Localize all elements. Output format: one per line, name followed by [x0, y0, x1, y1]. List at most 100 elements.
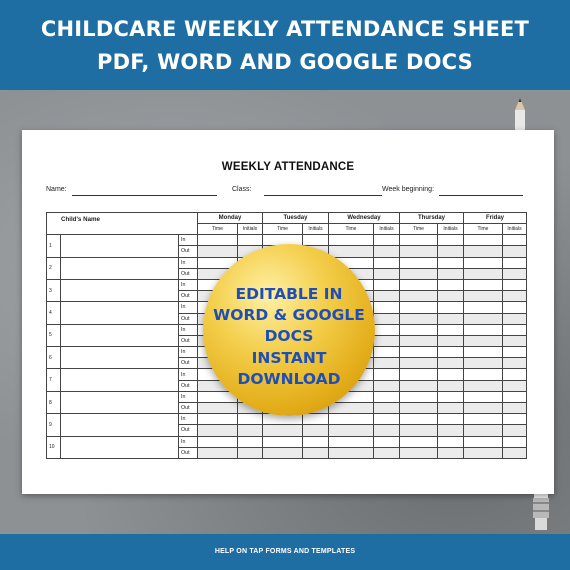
- attendance-cell[interactable]: [437, 368, 464, 381]
- child-name-cell[interactable]: [60, 390, 179, 415]
- attendance-cell[interactable]: [328, 401, 374, 415]
- attendance-cell[interactable]: [502, 312, 527, 325]
- attendance-cell[interactable]: [502, 401, 527, 415]
- child-name-cell[interactable]: [60, 346, 179, 370]
- attendance-cell[interactable]: [302, 413, 329, 426]
- attendance-cell[interactable]: [373, 323, 400, 336]
- attendance-cell[interactable]: [197, 446, 238, 459]
- attendance-cell[interactable]: [437, 290, 464, 303]
- attendance-cell[interactable]: [437, 334, 464, 348]
- attendance-cell[interactable]: [463, 379, 503, 392]
- attendance-cell[interactable]: [373, 334, 400, 348]
- attendance-cell[interactable]: [463, 256, 503, 269]
- attendance-cell[interactable]: [237, 446, 263, 459]
- attendance-cell[interactable]: [502, 413, 527, 426]
- attendance-cell[interactable]: [302, 234, 329, 247]
- attendance-cell[interactable]: [502, 290, 527, 303]
- attendance-cell[interactable]: [373, 357, 400, 370]
- attendance-cell[interactable]: [463, 301, 503, 314]
- attendance-cell[interactable]: [463, 278, 503, 292]
- attendance-cell[interactable]: [328, 435, 374, 448]
- attendance-cell[interactable]: [437, 312, 464, 325]
- attendance-cell[interactable]: [399, 390, 438, 404]
- attendance-cell[interactable]: [302, 424, 329, 437]
- attendance-cell[interactable]: [262, 435, 303, 448]
- attendance-cell[interactable]: [328, 245, 374, 258]
- attendance-cell[interactable]: [302, 435, 329, 448]
- attendance-cell[interactable]: [437, 435, 464, 448]
- attendance-cell[interactable]: [502, 390, 527, 404]
- attendance-cell[interactable]: [399, 301, 438, 314]
- attendance-cell[interactable]: [502, 301, 527, 314]
- attendance-cell[interactable]: [437, 357, 464, 370]
- attendance-cell[interactable]: [437, 446, 464, 459]
- attendance-cell[interactable]: [502, 357, 527, 370]
- attendance-cell[interactable]: [437, 379, 464, 392]
- child-name-cell[interactable]: [60, 413, 179, 437]
- attendance-cell[interactable]: [399, 379, 438, 392]
- attendance-cell[interactable]: [463, 435, 503, 448]
- attendance-cell[interactable]: [463, 245, 503, 258]
- attendance-cell[interactable]: [373, 256, 400, 269]
- attendance-cell[interactable]: [197, 424, 238, 437]
- attendance-cell[interactable]: [237, 413, 263, 426]
- attendance-cell[interactable]: [197, 435, 238, 448]
- attendance-cell[interactable]: [502, 256, 527, 269]
- child-name-cell[interactable]: [60, 368, 179, 392]
- attendance-cell[interactable]: [373, 435, 400, 448]
- attendance-cell[interactable]: [437, 301, 464, 314]
- attendance-cell[interactable]: [399, 435, 438, 448]
- attendance-cell[interactable]: [463, 446, 503, 459]
- attendance-cell[interactable]: [437, 413, 464, 426]
- attendance-cell[interactable]: [237, 234, 263, 247]
- child-name-cell[interactable]: [60, 435, 179, 459]
- attendance-cell[interactable]: [373, 446, 400, 459]
- attendance-cell[interactable]: [373, 301, 400, 314]
- attendance-cell[interactable]: [399, 413, 438, 426]
- attendance-cell[interactable]: [399, 357, 438, 370]
- attendance-cell[interactable]: [197, 401, 238, 415]
- attendance-cell[interactable]: [463, 234, 503, 247]
- attendance-cell[interactable]: [399, 256, 438, 269]
- attendance-cell[interactable]: [373, 390, 400, 404]
- attendance-cell[interactable]: [328, 413, 374, 426]
- attendance-cell[interactable]: [237, 424, 263, 437]
- child-name-cell[interactable]: [60, 323, 179, 348]
- attendance-cell[interactable]: [502, 334, 527, 348]
- attendance-cell[interactable]: [197, 245, 238, 258]
- attendance-cell[interactable]: [463, 267, 503, 280]
- attendance-cell[interactable]: [463, 323, 503, 336]
- attendance-cell[interactable]: [463, 290, 503, 303]
- attendance-cell[interactable]: [463, 424, 503, 437]
- attendance-cell[interactable]: [399, 401, 438, 415]
- attendance-cell[interactable]: [463, 401, 503, 415]
- attendance-cell[interactable]: [437, 256, 464, 269]
- attendance-cell[interactable]: [502, 323, 527, 336]
- attendance-cell[interactable]: [437, 278, 464, 292]
- attendance-cell[interactable]: [328, 424, 374, 437]
- attendance-cell[interactable]: [302, 446, 329, 459]
- attendance-cell[interactable]: [502, 346, 527, 359]
- attendance-cell[interactable]: [502, 245, 527, 258]
- attendance-cell[interactable]: [373, 413, 400, 426]
- attendance-cell[interactable]: [399, 290, 438, 303]
- attendance-cell[interactable]: [373, 267, 400, 280]
- attendance-cell[interactable]: [463, 390, 503, 404]
- attendance-cell[interactable]: [437, 234, 464, 247]
- attendance-cell[interactable]: [502, 278, 527, 292]
- attendance-cell[interactable]: [328, 446, 374, 459]
- attendance-cell[interactable]: [463, 312, 503, 325]
- attendance-cell[interactable]: [373, 245, 400, 258]
- attendance-cell[interactable]: [399, 312, 438, 325]
- attendance-cell[interactable]: [399, 368, 438, 381]
- attendance-cell[interactable]: [399, 334, 438, 348]
- attendance-cell[interactable]: [502, 379, 527, 392]
- attendance-cell[interactable]: [197, 234, 238, 247]
- attendance-cell[interactable]: [373, 278, 400, 292]
- attendance-cell[interactable]: [502, 234, 527, 247]
- child-name-cell[interactable]: [60, 234, 179, 258]
- attendance-cell[interactable]: [399, 424, 438, 437]
- attendance-cell[interactable]: [399, 346, 438, 359]
- attendance-cell[interactable]: [328, 234, 374, 247]
- attendance-cell[interactable]: [463, 357, 503, 370]
